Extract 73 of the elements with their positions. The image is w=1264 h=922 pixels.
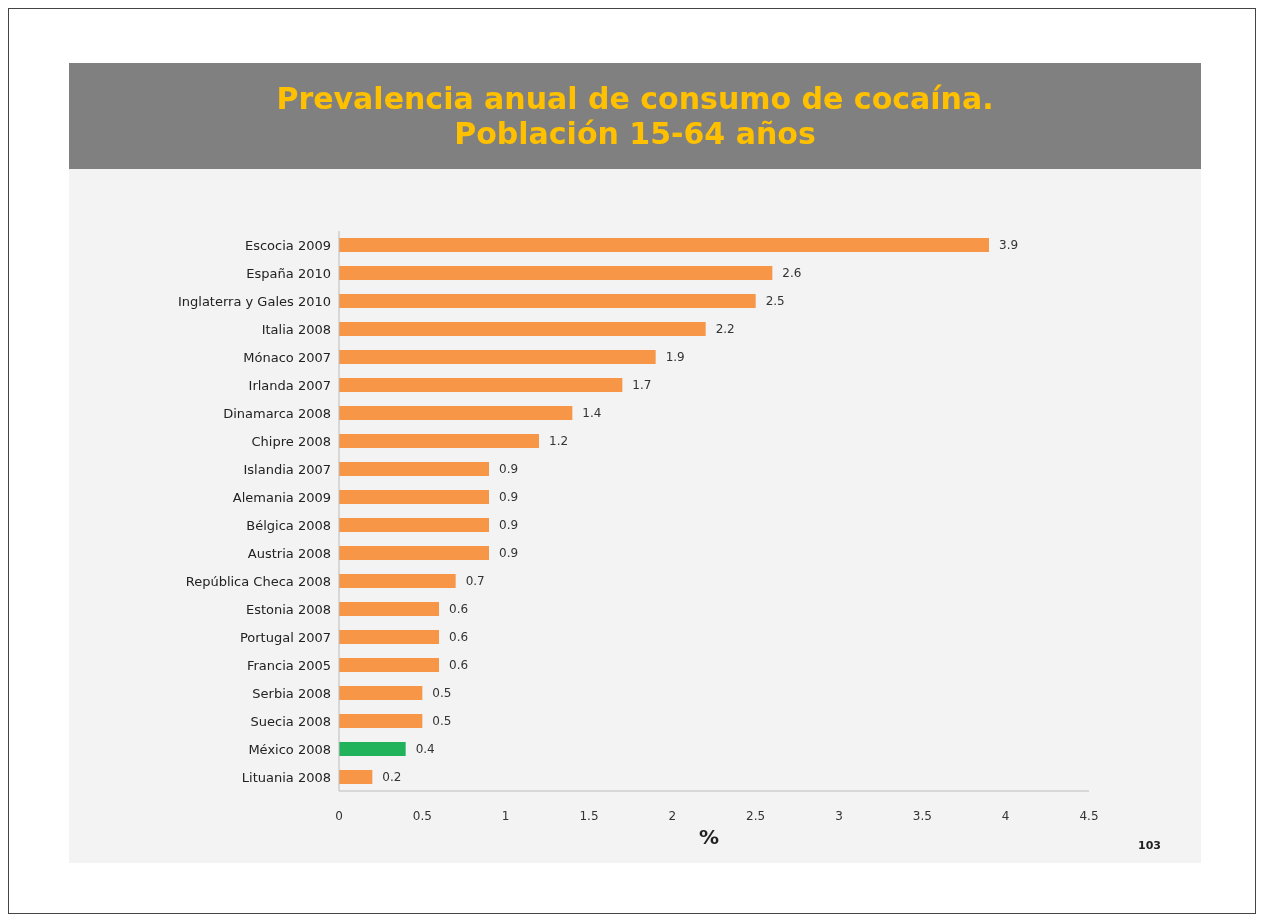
- bar: [339, 322, 706, 336]
- data-label: 0.7: [465, 574, 485, 589]
- data-label: 2.6: [782, 266, 802, 281]
- bar: [339, 770, 373, 784]
- y-tick-label: Chipre 2008: [251, 433, 331, 449]
- y-tick-label: Francia 2005: [246, 657, 331, 673]
- y-tick-label: Italia 2008: [261, 321, 331, 337]
- bar: [339, 490, 489, 504]
- x-tick-label: 4: [1001, 808, 1010, 823]
- text: 103: [1138, 839, 1161, 852]
- x-tick-label: 2: [668, 808, 677, 823]
- y-tick-label: Dinamarca 2008: [223, 405, 331, 421]
- bar: [339, 574, 456, 588]
- data-label: 0.5: [432, 686, 452, 701]
- y-tick-label: Suecia 2008: [250, 713, 331, 729]
- data-label: 0.6: [449, 658, 469, 673]
- data-label: 0.6: [449, 630, 469, 645]
- x-tick-label: 2.5: [746, 808, 766, 823]
- data-label: 0.2: [382, 770, 402, 785]
- y-tick-label: República Checa 2008: [185, 573, 331, 589]
- bar: [339, 742, 406, 756]
- bar: [339, 518, 489, 532]
- data-label: 0.9: [499, 490, 519, 505]
- data-label: 1.2: [549, 434, 569, 449]
- y-tick-label: Austria 2008: [247, 545, 331, 561]
- data-label: 2.5: [765, 294, 785, 309]
- x-tick-label: 3: [835, 808, 843, 823]
- bar: [339, 714, 423, 728]
- bar: [339, 294, 756, 308]
- y-tick-label: México 2008: [248, 741, 331, 757]
- x-tick-label: 3.5: [912, 808, 932, 823]
- data-label: 1.4: [582, 406, 602, 421]
- y-tick-label: Alemania 2009: [232, 489, 331, 505]
- x-tick-label: 1.5: [579, 808, 599, 823]
- x-tick-label: 1: [501, 808, 510, 823]
- bar: [339, 238, 989, 252]
- bar: [339, 658, 439, 672]
- bar: [339, 630, 439, 644]
- y-tick-label: Estonia 2008: [245, 601, 331, 617]
- bar: [339, 546, 489, 560]
- y-tick-label: Bélgica 2008: [246, 517, 331, 533]
- data-label: 1.7: [632, 378, 652, 393]
- x-tick-label: 4.5: [1079, 808, 1099, 823]
- data-label: 0.6: [449, 602, 469, 617]
- data-label: 0.9: [499, 462, 519, 477]
- bar: [339, 378, 623, 392]
- chart-title: Prevalencia anual de consumo de cocaína. Población 15-64 años: [275, 81, 995, 151]
- data-label: 3.9: [999, 238, 1019, 253]
- y-tick-label: Irlanda 2007: [248, 377, 331, 393]
- data-label: 2.2: [715, 322, 735, 337]
- x-tick-label: 0: [335, 808, 343, 823]
- x-axis-title: %: [699, 825, 720, 849]
- y-tick-label: Escocia 2009: [244, 237, 331, 253]
- bar: [339, 686, 423, 700]
- data-label: 0.9: [499, 546, 519, 561]
- bar: [339, 350, 656, 364]
- bar: [339, 406, 573, 420]
- y-tick-label: Serbia 2008: [252, 685, 331, 701]
- bar: [339, 434, 539, 448]
- data-label: 0.9: [499, 518, 519, 533]
- y-tick-label: Islandia 2007: [243, 461, 331, 477]
- x-tick-label: 0.5: [412, 808, 432, 823]
- bar: [339, 602, 439, 616]
- y-tick-label: Mónaco 2007: [243, 349, 331, 365]
- y-tick-label: Portugal 2007: [239, 629, 331, 645]
- y-tick-label: España 2010: [246, 265, 331, 281]
- bar: [339, 266, 773, 280]
- data-label: 0.4: [415, 742, 435, 757]
- data-label: 1.9: [665, 350, 685, 365]
- y-tick-label: Inglaterra y Gales 2010: [177, 293, 331, 309]
- data-label: 0.5: [432, 714, 452, 729]
- y-tick-label: Lituania 2008: [241, 769, 331, 785]
- bar: [339, 462, 489, 476]
